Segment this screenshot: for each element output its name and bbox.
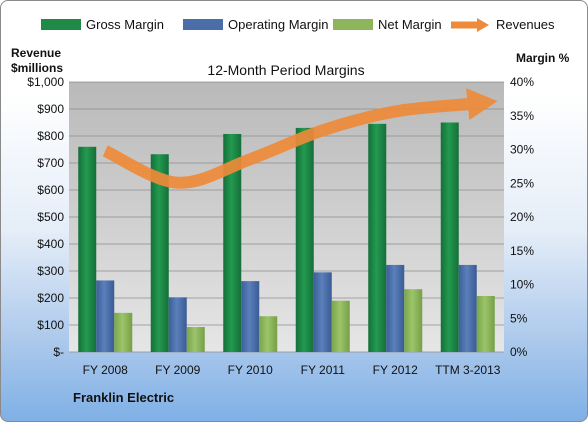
operating-margin-bar <box>386 264 405 352</box>
right-tick-label: 40% <box>510 75 534 89</box>
x-category-label: TTM 3-2013 <box>435 363 501 377</box>
legend-label: Operating Margin <box>228 17 328 32</box>
gross-margin-bar <box>295 127 314 353</box>
x-category-label: FY 2009 <box>155 363 200 377</box>
left-tick-label: $100 <box>37 318 64 332</box>
right-tick-label: 25% <box>510 176 534 190</box>
legend-net-margin: Net Margin <box>333 17 442 32</box>
legend-gross-margin: Gross Margin <box>41 17 164 32</box>
revenue-line <box>102 98 469 189</box>
left-tick-label: $400 <box>37 237 64 251</box>
left-axis-label-line2: $millions <box>11 61 63 75</box>
right-tick-label: 5% <box>510 311 528 325</box>
legend-swatch <box>183 19 223 30</box>
legend-swatch <box>41 19 81 30</box>
left-tick-label: $600 <box>37 183 64 197</box>
right-tick-label: 10% <box>510 278 534 292</box>
right-tick-label: 0% <box>510 345 528 359</box>
legend-arrow-icon <box>477 18 489 32</box>
net-margin-bar <box>186 327 205 352</box>
right-tick-label: 35% <box>510 109 534 123</box>
left-tick-label: $300 <box>37 264 64 278</box>
net-margin-bar <box>404 289 423 352</box>
axis-labels: $- $100 $200 $300 $400 $500 $600 $700 $800 $900 $1… <box>27 75 534 377</box>
net-margin-bar <box>331 300 350 352</box>
x-category-label: FY 2010 <box>228 363 273 377</box>
chart-title: 12-Month Period Margins <box>207 62 364 78</box>
operating-margin-bar <box>168 297 187 352</box>
gross-margin-bar <box>368 123 387 352</box>
gross-margin-bar <box>223 133 242 352</box>
left-tick-label: $700 <box>37 156 64 170</box>
gross-margin-bar <box>150 154 169 352</box>
right-tick-label: 30% <box>510 143 534 157</box>
operating-margin-bar <box>241 281 260 352</box>
x-category-label: FY 2011 <box>301 363 346 377</box>
left-tick-label: $200 <box>37 291 64 305</box>
right-axis-label: Margin % <box>516 51 570 65</box>
legend-label: Revenues <box>496 17 555 32</box>
operating-margin-bar <box>313 272 332 352</box>
legend-label: Gross Margin <box>86 17 164 32</box>
left-tick-label: $1,000 <box>27 75 64 89</box>
right-tick-label: 20% <box>510 210 534 224</box>
left-tick-label: $- <box>53 345 64 359</box>
legend-label: Net Margin <box>378 17 442 32</box>
legend-operating-margin: Operating Margin <box>183 17 328 32</box>
operating-margin-bar <box>458 264 477 352</box>
operating-margin-bar <box>96 280 115 352</box>
left-axis-label-line1: Revenue <box>11 46 61 60</box>
net-margin-bar <box>476 295 495 352</box>
legend: Gross Margin Operating Margin Net Margin Re… <box>41 17 555 32</box>
gross-margin-bar <box>440 122 459 352</box>
revenue-series <box>102 88 498 189</box>
legend-revenues: Revenues <box>451 17 555 32</box>
net-margin-bar <box>114 312 133 352</box>
x-category-label: FY 2008 <box>83 363 128 377</box>
bar-series <box>78 122 495 353</box>
right-tick-label: 15% <box>510 244 534 258</box>
left-tick-label: $800 <box>37 129 64 143</box>
gross-margin-bar <box>78 146 97 352</box>
left-tick-label: $900 <box>37 102 64 116</box>
left-tick-label: $500 <box>37 210 64 224</box>
footer-company-name: Franklin Electric <box>73 390 174 405</box>
x-category-label: FY 2012 <box>373 363 418 377</box>
legend-swatch <box>333 19 373 30</box>
net-margin-bar <box>259 316 278 352</box>
revenue-arrowhead <box>466 88 498 121</box>
